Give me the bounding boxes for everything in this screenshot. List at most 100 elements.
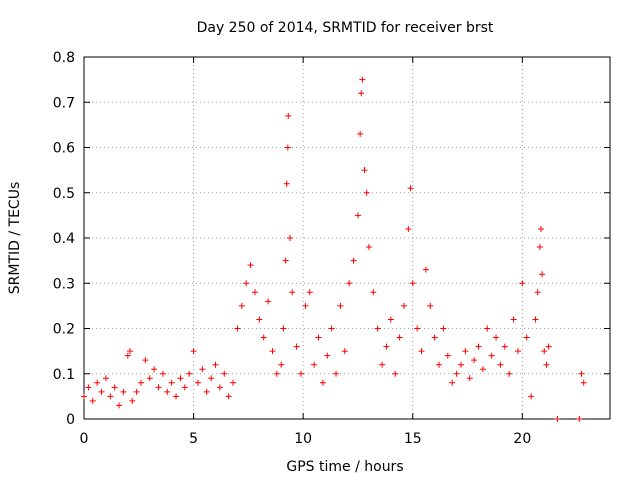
y-tick-label: 0.4 [53, 231, 75, 247]
data-point [576, 416, 583, 422]
data-point [543, 361, 550, 368]
data-point [124, 352, 131, 359]
data-point [493, 334, 500, 341]
data-point [405, 225, 412, 232]
data-point [523, 334, 530, 341]
data-point [221, 370, 228, 377]
data-point [273, 370, 280, 377]
data-point [341, 348, 348, 355]
data-point [190, 348, 197, 355]
data-point [501, 343, 508, 350]
data-point [102, 375, 109, 382]
data-point [537, 225, 544, 232]
data-point [324, 352, 331, 359]
data-point [256, 316, 263, 323]
data-point [414, 325, 421, 332]
data-point [181, 384, 188, 391]
data-point [471, 357, 478, 364]
data-point [234, 325, 241, 332]
data-point [379, 361, 386, 368]
data-point [107, 393, 114, 400]
data-point [354, 212, 361, 219]
data-point [133, 388, 140, 395]
data-point [89, 397, 96, 404]
data-point [506, 370, 513, 377]
data-point [283, 180, 290, 187]
data-point [116, 402, 123, 409]
x-tick-label: 15 [404, 431, 422, 447]
data-point [212, 361, 219, 368]
data-point [528, 393, 535, 400]
data-point [484, 325, 491, 332]
data-point [260, 334, 267, 341]
data-point [297, 370, 304, 377]
data-point [514, 348, 521, 355]
data-point [289, 289, 296, 296]
data-point [392, 370, 399, 377]
data-point [186, 370, 193, 377]
data-point [287, 235, 294, 241]
data-point [346, 280, 353, 287]
y-tick-label: 0.3 [53, 276, 75, 292]
data-point [306, 289, 313, 296]
data-point [243, 280, 250, 287]
data-point [164, 388, 171, 395]
data-point [319, 379, 326, 386]
data-point [194, 379, 201, 386]
data-point [580, 379, 587, 386]
data-point [475, 343, 482, 350]
data-point [203, 388, 210, 395]
data-point [536, 244, 543, 251]
data-point [168, 379, 175, 386]
data-point [457, 361, 464, 368]
data-point [510, 316, 517, 323]
y-tick-label: 0 [66, 412, 75, 428]
data-point [173, 393, 180, 400]
data-point [350, 257, 357, 264]
data-point [532, 316, 539, 323]
data-point [365, 244, 372, 251]
data-point [545, 343, 552, 350]
data-point [479, 366, 486, 373]
data-point [216, 384, 223, 391]
data-point [81, 393, 87, 400]
data-point [98, 388, 105, 395]
y-tick-label: 0.8 [53, 50, 75, 66]
data-point [311, 361, 318, 368]
data-point [127, 348, 134, 355]
data-point [497, 361, 504, 368]
data-point [534, 289, 541, 296]
data-point [129, 397, 136, 404]
data-point [120, 388, 127, 395]
data-point [238, 302, 245, 309]
data-point [151, 366, 158, 373]
data-point [449, 379, 456, 386]
grid-lines [84, 57, 610, 419]
x-tick-label: 0 [80, 431, 89, 447]
data-point [265, 298, 272, 305]
data-point [94, 379, 101, 386]
data-point [177, 375, 184, 382]
data-point [436, 361, 443, 368]
data-point [387, 316, 394, 323]
data-point [541, 348, 548, 355]
data-point [444, 352, 451, 359]
y-tick-label: 0.6 [53, 141, 75, 157]
y-tick-label: 0.1 [53, 367, 75, 383]
data-point [407, 185, 414, 192]
data-point [285, 112, 292, 119]
data-point [137, 379, 144, 386]
data-point [422, 266, 429, 273]
data-point [440, 325, 447, 332]
data-point [142, 357, 149, 364]
y-axis-label: SRMTID / TECUs [7, 182, 23, 295]
data-point [578, 370, 585, 377]
data-point [333, 370, 340, 377]
y-tick-label: 0.7 [53, 95, 75, 111]
data-point [374, 325, 381, 332]
data-point [462, 348, 469, 355]
data-point [453, 370, 460, 377]
x-tick-label: 20 [513, 431, 531, 447]
